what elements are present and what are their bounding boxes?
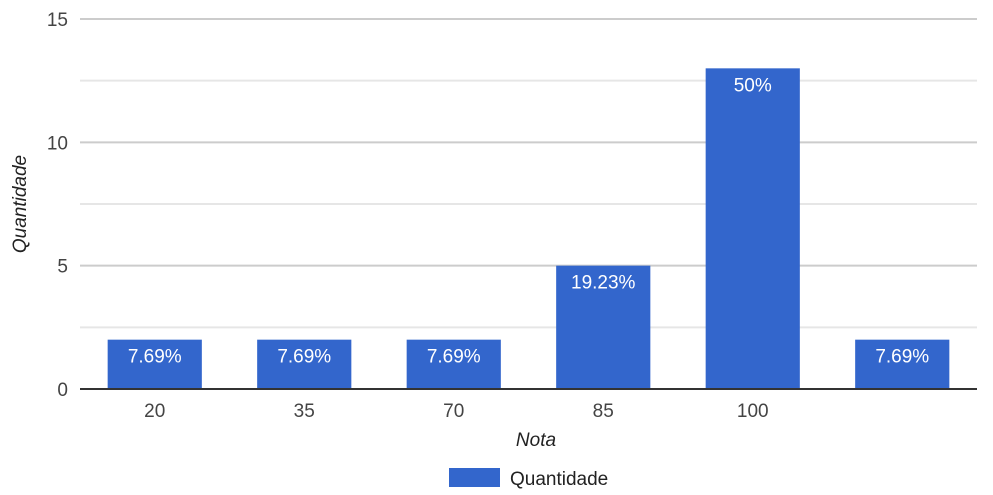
x-tick-label: 35 <box>294 401 315 422</box>
legend: Quantidade <box>449 468 608 490</box>
x-tick-label: 85 <box>593 401 614 422</box>
y-axis-title: Quantidade <box>10 155 31 253</box>
x-axis-title: Nota <box>516 430 556 451</box>
bar <box>406 339 501 389</box>
bar <box>855 339 950 389</box>
bar-data-label: 7.69% <box>875 347 929 368</box>
legend-swatch <box>449 468 500 487</box>
bar-data-label: 7.69% <box>128 347 182 368</box>
y-axis-ticks: 0 5 10 15 <box>47 10 68 401</box>
bar-data-label: 7.69% <box>427 347 481 368</box>
bar-data-label: 50% <box>734 75 772 96</box>
y-tick-label: 15 <box>47 10 68 31</box>
x-tick-label: 70 <box>443 401 464 422</box>
y-tick-label: 0 <box>57 380 68 401</box>
legend-label: Quantidade <box>510 469 608 490</box>
bar <box>705 68 800 389</box>
x-tick-label: 20 <box>144 401 165 422</box>
gridlines <box>80 18 977 329</box>
bar-data-label: 7.69% <box>277 347 331 368</box>
x-axis-ticks: 20 35 70 85 100 <box>144 401 768 422</box>
y-tick-label: 5 <box>57 257 68 278</box>
x-tick-label: 100 <box>737 401 769 422</box>
bar <box>107 339 202 389</box>
bar <box>257 339 352 389</box>
bars: 7.69% 7.69% 7.69% 19.23% 50% 7.69% <box>107 68 950 389</box>
bar <box>556 265 651 389</box>
y-tick-label: 10 <box>47 133 68 154</box>
bar-data-label: 19.23% <box>571 273 636 294</box>
